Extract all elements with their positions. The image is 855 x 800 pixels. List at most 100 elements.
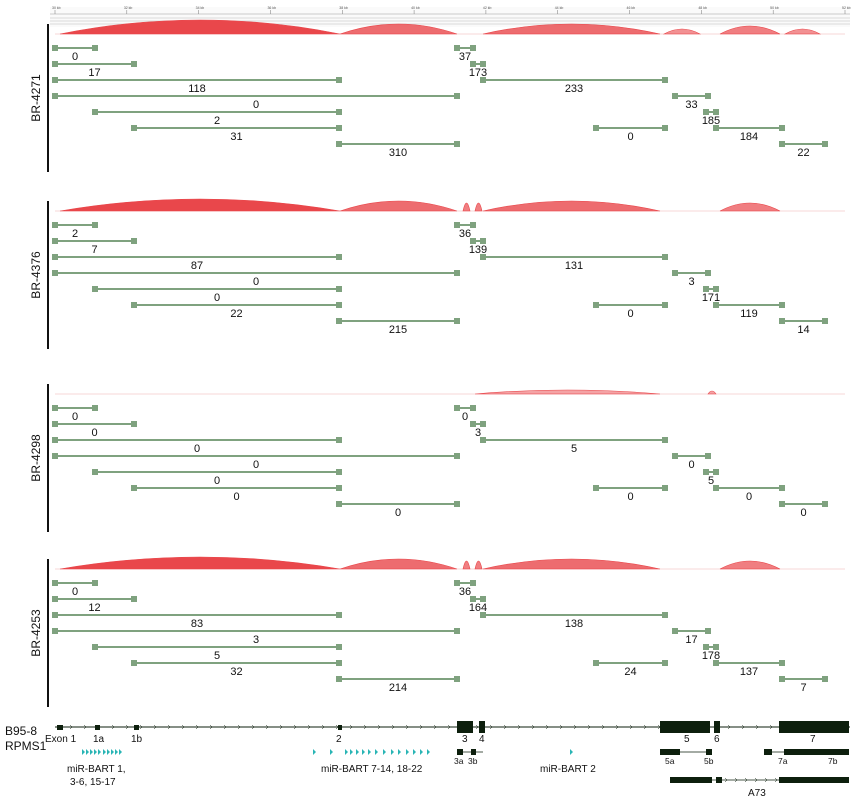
exon-5a-label: 5a [665, 756, 675, 766]
strand-arrow [279, 724, 283, 730]
junction-end-marker [336, 660, 342, 666]
strand-arrow [754, 777, 758, 783]
ruler-tick-label: 42 kb [483, 6, 492, 10]
junction-count: 0 [746, 491, 752, 503]
exon-7b-block [784, 749, 849, 755]
sashimi-arc [783, 28, 822, 35]
track-label-b95-8: B95-8 [5, 724, 37, 738]
strand-arrow [69, 724, 73, 730]
mirna-bart-1-label-line2: 3-6, 15-17 [70, 777, 116, 788]
sashimi-arc [719, 202, 781, 212]
junction-count: 0 [253, 276, 259, 288]
junction-end-marker [454, 270, 460, 276]
junction-start-marker [713, 485, 719, 491]
junction-start-marker [672, 628, 678, 634]
junction-count: 5 [571, 443, 577, 455]
junction-start-marker [703, 286, 709, 292]
panel-title: BR-4271 [29, 74, 43, 122]
junction-start-marker [593, 485, 599, 491]
mirna-marker [368, 749, 371, 755]
junction-count: 3 [253, 634, 259, 646]
strand-arrow [559, 724, 563, 730]
sashimi-arc [59, 556, 341, 570]
strand-arrow [153, 724, 157, 730]
strand-arrow [377, 724, 381, 730]
junction-end-marker [470, 222, 476, 228]
exon-3b-block [471, 749, 476, 755]
sashimi-arc [482, 23, 661, 35]
junction-end-marker [470, 405, 476, 411]
strand-arrow [321, 724, 325, 730]
junction-start-marker [454, 405, 460, 411]
junction-start-marker [92, 286, 98, 292]
junction-count: 2 [72, 228, 78, 240]
junction-count: 0 [194, 443, 200, 455]
strand-arrow [727, 724, 731, 730]
junction-start-marker [713, 125, 719, 131]
junction-count: 3 [688, 276, 694, 288]
panel-title: BR-4376 [29, 251, 43, 299]
junction-count: 0 [253, 99, 259, 111]
panel-title: BR-4298 [29, 434, 43, 482]
junction-end-marker [480, 238, 486, 244]
ruler-tick-label: 48 kb [698, 6, 707, 10]
junction-count: 0 [688, 459, 694, 471]
mirna-marker [413, 749, 416, 755]
junction-end-marker [336, 286, 342, 292]
junction-start-marker [470, 61, 476, 67]
mirna-marker [345, 749, 348, 755]
junction-count: 215 [389, 324, 407, 336]
exon-4-block [479, 721, 485, 733]
junction-end-marker [454, 676, 460, 682]
track-label-rpms1: RPMS1 [5, 739, 47, 753]
junction-count: 5 [708, 475, 714, 487]
junction-end-marker [779, 302, 785, 308]
ruler-tick-label: 40 kb [411, 6, 420, 10]
exon-6-label: 6 [714, 734, 720, 745]
strand-arrow [419, 724, 423, 730]
junction-start-marker [52, 628, 58, 634]
junction-count: 12 [88, 602, 100, 614]
strand-arrow [741, 724, 745, 730]
exon-1-label: Exon 1 [45, 734, 77, 745]
sashimi-arc [662, 28, 702, 35]
mirna-marker [115, 749, 118, 755]
exon-2-label: 2 [336, 734, 342, 745]
junction-end-marker [662, 125, 668, 131]
ruler-tick-label: 32 kb [124, 6, 133, 10]
junction-end-marker [705, 628, 711, 634]
exon-3a-block [457, 749, 463, 755]
sashimi-arc [707, 390, 717, 395]
a73-strand-arrows [724, 777, 778, 783]
mirna-marker [119, 749, 122, 755]
junction-count: 164 [469, 602, 487, 614]
junction-count: 5 [214, 650, 220, 662]
strand-arrow [237, 724, 241, 730]
panel-br-4253: BR-4253 0 12 83 3 5 32 214 36 164 138 24 17 178 137 7 [29, 556, 845, 707]
junction-end-marker [779, 485, 785, 491]
strand-arrow [349, 724, 353, 730]
junction-end-marker [92, 222, 98, 228]
strand-arrow [391, 724, 395, 730]
junction-end-marker [336, 485, 342, 491]
exon-7-label: 7 [810, 734, 816, 745]
junction-count: 87 [191, 260, 203, 272]
sashimi-arc [474, 560, 483, 570]
exon-3b-label: 3b [468, 756, 478, 766]
junction-count: 0 [72, 51, 78, 63]
junction-start-marker [593, 302, 599, 308]
strand-arrow [167, 724, 171, 730]
ruler-tick-label: 30 kb [52, 6, 61, 10]
sashimi-arc [482, 200, 661, 212]
junction-count: 310 [389, 147, 407, 159]
junction-start-marker [703, 644, 709, 650]
exon-7a-block [764, 749, 772, 755]
exon-7a-label: 7a [778, 756, 788, 766]
panel-title: BR-4253 [29, 609, 43, 657]
exon-3-block [457, 721, 473, 733]
junction-count: 22 [230, 308, 242, 320]
junction-end-marker [662, 77, 668, 83]
strand-arrow [601, 724, 605, 730]
junction-start-marker [593, 660, 599, 666]
mirna-marker [82, 749, 85, 755]
